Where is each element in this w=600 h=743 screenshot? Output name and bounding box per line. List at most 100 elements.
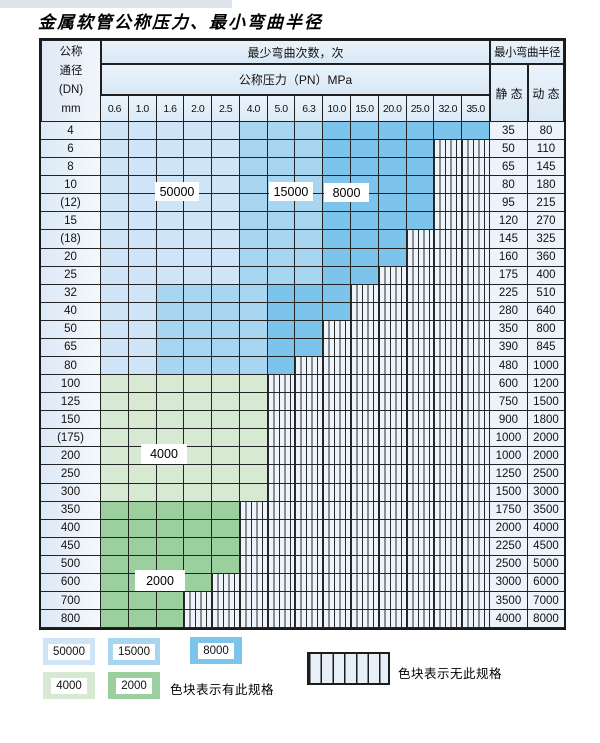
no-spec-cell [323, 592, 352, 611]
table-row: 80 480 1000 [41, 357, 564, 376]
static-radius-cell: 120 [489, 212, 528, 231]
spec-cell [101, 320, 129, 339]
spec-cell [267, 357, 296, 376]
no-spec-cell [462, 555, 490, 574]
no-spec-cell [351, 610, 379, 629]
static-radius-cell: 1500 [489, 483, 528, 502]
spec-cell [323, 302, 352, 321]
spec-cell [128, 519, 157, 538]
no-spec-cell [295, 429, 324, 448]
no-spec-cell [239, 519, 268, 538]
no-spec-cell [351, 537, 379, 556]
dn-cell: 25 [41, 266, 101, 285]
spec-cell [212, 248, 240, 267]
dynamic-radius-cell: 270 [527, 212, 564, 231]
no-spec-cell [378, 411, 407, 430]
pressure-number-row: 0.6 1.0 1.6 2.0 2.5 4.0 5.0 6.3 10.0 15.0 20.0 25.0… [101, 95, 490, 122]
spec-cell [156, 411, 185, 430]
legend-hatch-block [307, 652, 390, 685]
spec-cell [128, 122, 157, 141]
spec-cell [239, 465, 268, 484]
spec-cell [101, 537, 129, 556]
no-spec-cell [406, 537, 435, 556]
cycle-count-label: 15000 [269, 182, 313, 201]
no-spec-cell [323, 375, 352, 394]
no-spec-cell [462, 393, 490, 412]
no-spec-cell [323, 338, 352, 358]
dynamic-radius-cell: 6000 [527, 573, 564, 593]
spec-cell [184, 573, 213, 593]
dn-cell: 6 [41, 140, 101, 159]
table-row: 500 2500 5000 [41, 555, 564, 574]
spec-cell [184, 411, 213, 430]
spec-cell [128, 592, 157, 611]
pressure-header-cell: 32.0 [434, 95, 463, 122]
spec-cell [323, 158, 352, 177]
static-radius-cell: 1000 [489, 429, 528, 448]
spec-cell [156, 122, 185, 141]
no-spec-cell [351, 429, 379, 448]
spec-cell [239, 302, 268, 321]
dn-cell: 250 [41, 465, 101, 484]
no-spec-cell [462, 176, 490, 195]
table-row: (18) 145 325 [41, 230, 564, 249]
no-spec-cell [351, 411, 379, 430]
no-spec-cell [434, 320, 463, 339]
dynamic-radius-cell: 2500 [527, 465, 564, 484]
static-radius-cell: 900 [489, 411, 528, 430]
spec-cell [101, 393, 129, 412]
spec-cell [267, 230, 296, 249]
dn-cell: 700 [41, 592, 101, 611]
pressure-header-cell: 1.0 [128, 95, 157, 122]
spec-cell [295, 140, 324, 159]
no-spec-cell [434, 447, 463, 466]
no-spec-cell [462, 302, 490, 321]
static-radius-cell: 80 [489, 176, 528, 195]
static-radius-cell: 145 [489, 230, 528, 249]
no-spec-cell [378, 573, 407, 593]
spec-cell [212, 122, 240, 141]
pressure-header-cell: 35.0 [462, 95, 490, 122]
dynamic-radius-cell: 1500 [527, 393, 564, 412]
no-spec-cell [323, 320, 352, 339]
spec-cell [101, 573, 129, 593]
spec-cell [212, 266, 240, 285]
static-radius-cell: 750 [489, 393, 528, 412]
spec-cell [239, 429, 268, 448]
spec-cell [128, 393, 157, 412]
spec-cell [295, 302, 324, 321]
dn-header-line: (DN) [58, 84, 84, 96]
no-spec-cell [351, 338, 379, 358]
spec-cell [212, 375, 240, 394]
no-spec-cell [434, 248, 463, 267]
no-spec-cell [184, 610, 213, 629]
spec-cell [267, 284, 296, 303]
spec-cell [378, 122, 407, 141]
spec-cell [351, 140, 379, 159]
spec-cell [406, 158, 435, 177]
spec-cell [156, 610, 185, 629]
spec-cell [239, 483, 268, 502]
spec-cell [101, 302, 129, 321]
spec-cell [101, 555, 129, 574]
spec-cell [295, 320, 324, 339]
dynamic-radius-cell: 510 [527, 284, 564, 303]
legend-item: 15000 [108, 638, 160, 665]
no-spec-cell [406, 393, 435, 412]
no-spec-cell [323, 537, 352, 556]
dn-cell: 10 [41, 176, 101, 195]
dynamic-radius-cell: 1200 [527, 375, 564, 394]
spec-cell [184, 212, 213, 231]
no-spec-cell [323, 429, 352, 448]
no-spec-cell [434, 573, 463, 593]
spec-cell [295, 248, 324, 267]
spec-cell [101, 429, 129, 448]
no-spec-cell [434, 266, 463, 285]
spec-cell [378, 230, 407, 249]
spec-cell [323, 140, 352, 159]
spec-cell [128, 375, 157, 394]
top-decor-strip [0, 0, 232, 8]
spec-cell [212, 212, 240, 231]
static-radius-cell: 4000 [489, 610, 528, 629]
dn-cell: 450 [41, 537, 101, 556]
